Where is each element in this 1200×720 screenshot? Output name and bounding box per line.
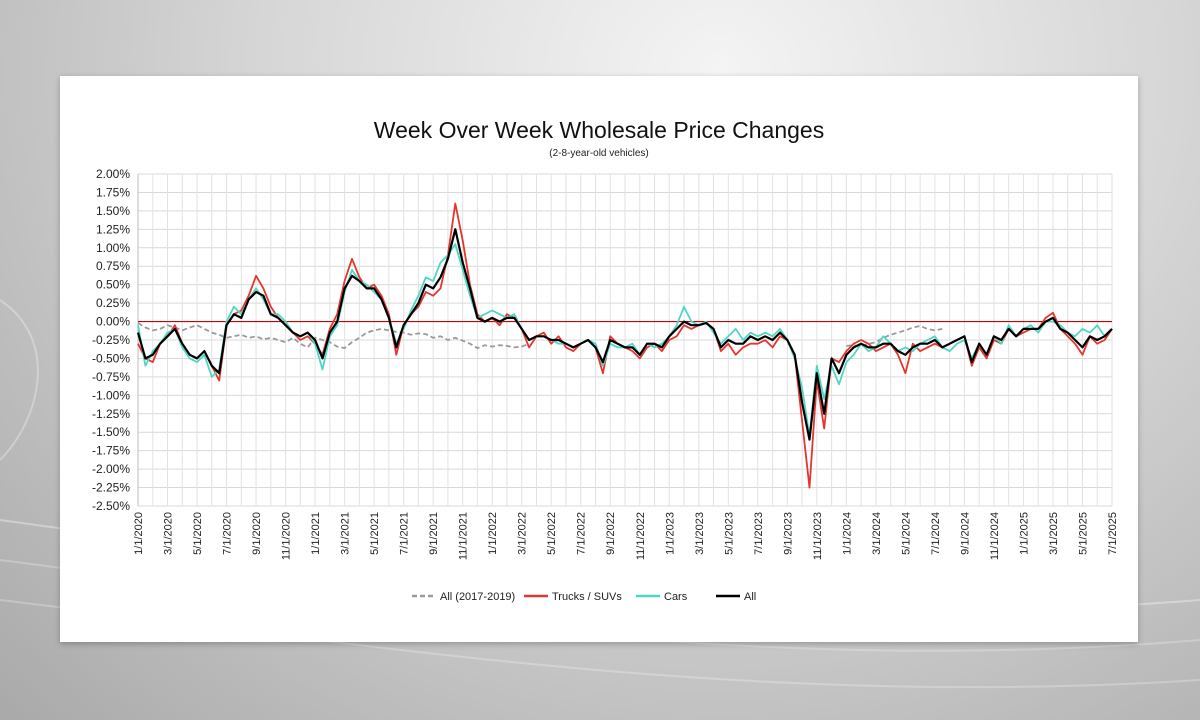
y-tick-label: 2.00% <box>96 167 130 181</box>
x-tick-label: 5/1/2025 <box>1077 512 1089 555</box>
x-tick-label: 7/1/2020 <box>222 512 234 555</box>
x-tick-label: 7/1/2023 <box>753 512 765 555</box>
y-tick-label: 0.50% <box>96 278 130 292</box>
x-tick-label: 11/1/2024 <box>989 512 1001 560</box>
y-tick-label: -2.25% <box>92 481 130 495</box>
x-tick-label: 9/1/2020 <box>251 512 263 555</box>
series-line-3 <box>136 228 1113 441</box>
x-tick-label: 5/1/2022 <box>546 512 558 555</box>
legend: All (2017-2019) Trucks / SUVs Cars All <box>412 591 756 603</box>
x-tick-label: 9/1/2021 <box>428 512 440 555</box>
legend-label-1: Trucks / SUVs <box>552 591 622 603</box>
x-tick-label: 7/1/2022 <box>576 512 588 555</box>
y-tick-label: -0.50% <box>92 351 130 365</box>
x-tick-label: 11/1/2020 <box>281 512 293 560</box>
x-tick-label: 11/1/2021 <box>458 512 470 560</box>
x-tick-label: 1/1/2024 <box>841 512 853 555</box>
x-tick-label: 1/1/2021 <box>310 512 322 555</box>
legend-label-3: All <box>744 591 756 603</box>
x-axis-ticks: 1/1/2020 3/1/2020 5/1/2020 7/1/2020 9/1/2020… <box>133 512 1119 560</box>
x-tick-label: 7/1/2025 <box>1107 512 1119 555</box>
chart-title: Week Over Week Wholesale Price Changes <box>374 117 824 143</box>
y-tick-label: -1.50% <box>92 425 130 439</box>
x-tick-label: 3/1/2020 <box>163 512 175 555</box>
x-tick-label: 9/1/2022 <box>605 512 617 555</box>
legend-label-0: All (2017-2019) <box>440 591 515 603</box>
y-tick-label: 1.00% <box>96 241 130 255</box>
series-lines <box>136 202 1113 489</box>
legend-label-2: Cars <box>664 591 688 603</box>
y-tick-label: -1.25% <box>92 407 130 421</box>
chart-subtitle: (2-8-year-old vehicles) <box>549 148 648 159</box>
y-tick-label: 0.00% <box>96 315 130 329</box>
x-tick-label: 1/1/2025 <box>1018 512 1030 555</box>
x-tick-label: 5/1/2024 <box>900 512 912 555</box>
y-tick-label: -2.00% <box>92 462 130 476</box>
y-tick-label: 0.75% <box>96 259 130 273</box>
x-tick-label: 9/1/2024 <box>959 512 971 555</box>
y-tick-label: 0.25% <box>96 296 130 310</box>
y-tick-label: -1.75% <box>92 444 130 458</box>
x-tick-label: 7/1/2024 <box>930 512 942 555</box>
x-tick-label: 9/1/2023 <box>782 512 794 555</box>
x-tick-label: 1/1/2020 <box>133 512 145 555</box>
x-tick-label: 7/1/2021 <box>399 512 411 555</box>
x-tick-label: 3/1/2021 <box>340 512 352 555</box>
line-chart: Week Over Week Wholesale Price Changes (… <box>92 117 1119 603</box>
x-tick-label: 11/1/2022 <box>635 512 647 560</box>
y-tick-label: 1.75% <box>96 185 130 199</box>
x-tick-label: 5/1/2020 <box>192 512 204 555</box>
y-tick-label: 1.50% <box>96 204 130 218</box>
y-axis-ticks: 2.00% 1.75% 1.50% 1.25% 1.00% 0.75% 0.50% 0.25%… <box>92 167 130 513</box>
y-tick-label: -0.25% <box>92 333 130 347</box>
x-tick-label: 5/1/2023 <box>723 512 735 555</box>
y-tick-label: 1.25% <box>96 222 130 236</box>
x-tick-label: 11/1/2023 <box>812 512 824 560</box>
x-tick-label: 5/1/2021 <box>369 512 381 555</box>
y-tick-label: -2.50% <box>92 499 130 513</box>
x-tick-label: 1/1/2022 <box>487 512 499 555</box>
y-tick-label: -0.75% <box>92 370 130 384</box>
x-tick-label: 3/1/2025 <box>1048 512 1060 555</box>
x-tick-label: 3/1/2024 <box>871 512 883 555</box>
x-tick-label: 3/1/2022 <box>517 512 529 555</box>
x-tick-label: 1/1/2023 <box>664 512 676 555</box>
y-tick-label: -1.00% <box>92 388 130 402</box>
x-tick-label: 3/1/2023 <box>694 512 706 555</box>
chart-card: Week Over Week Wholesale Price Changes (… <box>60 76 1138 642</box>
